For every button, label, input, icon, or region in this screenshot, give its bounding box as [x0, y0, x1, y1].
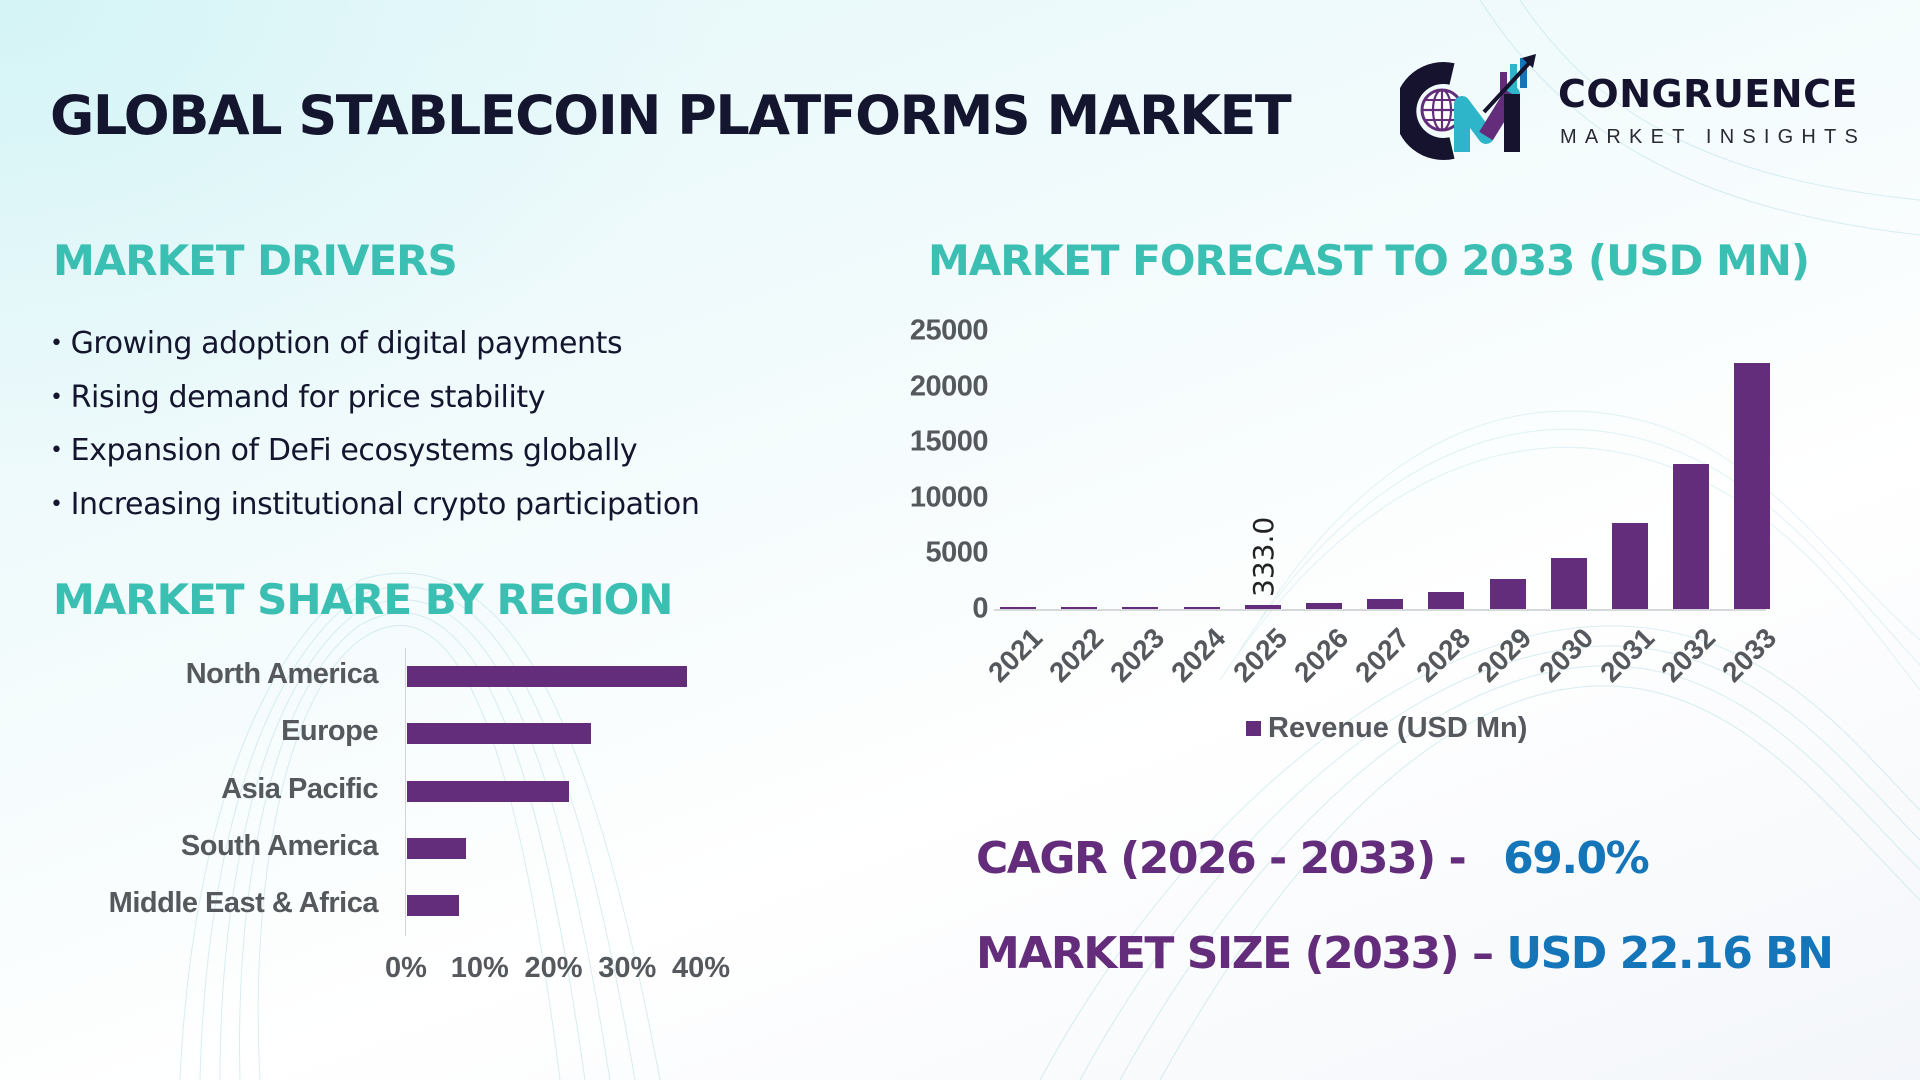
cagr-kpi: CAGR (2026 - 2033) - 69.0% [976, 833, 1650, 884]
forecast-x-tick: 2027 [1349, 622, 1416, 688]
region-label: North America [185, 658, 379, 690]
forecast-y-tick: 25000 [909, 314, 989, 347]
forecast-x-tick: 2025 [1226, 622, 1293, 688]
forecast-bar [1550, 557, 1587, 609]
region-axis-tick: 0% [385, 952, 427, 984]
driver-item: • Expansion of DeFi ecosystems globally [50, 433, 638, 468]
region-bar-row: Middle East & Africa [0, 887, 820, 919]
market-forecast-heading: MARKET FORECAST TO 2033 (USD MN) [928, 236, 1810, 285]
forecast-y-tick: 20000 [909, 370, 989, 403]
forecast-x-tick: 2032 [1655, 622, 1722, 688]
forecast-data-label: 333.0 [1246, 517, 1280, 598]
forecast-bar [1000, 607, 1036, 609]
legend-label: Revenue (USD Mn) [1268, 712, 1528, 744]
bullet-icon: • [50, 438, 63, 463]
forecast-x-tick: 2031 [1593, 622, 1660, 688]
forecast-y-tick: 10000 [909, 481, 989, 514]
region-axis-tick: 30% [598, 952, 657, 984]
region-bar [407, 837, 466, 859]
market-size-label: MARKET SIZE (2033) – [976, 928, 1494, 979]
forecast-x-tick: 2022 [1043, 622, 1110, 688]
forecast-bar [1673, 463, 1710, 609]
forecast-chart-legend: Revenue (USD Mn) [1246, 712, 1527, 745]
region-axis-tick: 10% [450, 952, 509, 984]
region-bar [407, 723, 592, 745]
logo-brand-name: CONGRUENCE [1558, 72, 1858, 116]
forecast-chart-baseline [994, 609, 1766, 611]
bullet-icon: • [50, 491, 63, 517]
logo-subtitle: MARKET INSIGHTS [1560, 126, 1866, 148]
forecast-bar [1122, 607, 1159, 609]
cm-globe-chart-logo-icon [1400, 54, 1536, 160]
forecast-bar [1489, 578, 1526, 609]
region-bar [407, 895, 459, 917]
region-chart-axis-line [405, 648, 406, 936]
region-share-chart: North America Europe Asia Pacific South Ame… [0, 640, 820, 984]
forecast-bar [1306, 602, 1342, 609]
bullet-icon: • [50, 384, 63, 410]
forecast-x-tick: 2029 [1471, 622, 1538, 688]
region-bar-row: North America [0, 658, 820, 690]
forecast-bar [1244, 605, 1281, 609]
company-logo: CONGRUENCE MARKET INSIGHTS [1400, 52, 1870, 162]
forecast-x-tick: 2033 [1716, 622, 1783, 688]
forecast-bar [1183, 606, 1220, 609]
region-bar-row: South America [0, 830, 820, 862]
forecast-x-tick: 2026 [1287, 622, 1354, 688]
region-bar [407, 780, 570, 802]
market-size-kpi: MARKET SIZE (2033) – USD 22.16 BN [976, 928, 1834, 979]
region-label: Europe [281, 715, 378, 748]
region-bar-row: Asia Pacific [0, 773, 820, 805]
page-title: GLOBAL STABLECOIN PLATFORMS MARKET [50, 84, 1292, 147]
forecast-chart: 0 5000 10000 15000 20000 25000 333.0 2021 2022… [910, 300, 1880, 770]
forecast-bar [1061, 607, 1098, 609]
market-share-heading: MARKET SHARE BY REGION [53, 575, 673, 624]
driver-item: • Growing adoption of digital payments [50, 326, 623, 361]
cagr-value: 69.0% [1503, 833, 1650, 884]
driver-item: • Rising demand for price stability [50, 379, 546, 415]
forecast-bar [1367, 598, 1404, 609]
forecast-x-tick: 2023 [1104, 622, 1171, 688]
forecast-x-tick: 2030 [1532, 622, 1599, 688]
forecast-bar [1734, 362, 1771, 609]
forecast-x-tick: 2028 [1410, 622, 1477, 688]
market-size-value: USD 22.16 BN [1506, 928, 1834, 979]
region-axis-tick: 40% [671, 952, 731, 984]
forecast-x-tick: 2024 [1165, 622, 1232, 688]
region-label: South America [180, 829, 379, 862]
forecast-y-tick: 15000 [909, 425, 989, 458]
forecast-bar [1612, 523, 1648, 609]
region-bar [407, 666, 688, 687]
forecast-y-tick: 0 [972, 592, 988, 625]
driver-item: • Increasing institutional crypto partici… [50, 486, 700, 522]
forecast-x-tick: 2021 [981, 622, 1048, 688]
forecast-y-tick: 5000 [925, 536, 988, 569]
region-axis-tick: 20% [524, 952, 583, 984]
cagr-label: CAGR (2026 - 2033) - [976, 833, 1467, 884]
bullet-icon: • [50, 331, 63, 356]
legend-swatch-icon [1246, 721, 1261, 736]
region-bar-row: Europe [0, 715, 820, 747]
forecast-bar [1428, 591, 1465, 609]
region-label: Middle East & Africa [108, 887, 379, 920]
market-drivers-list: • Growing adoption of digital payments • R… [50, 322, 700, 536]
region-label: Asia Pacific [221, 772, 378, 805]
market-drivers-heading: MARKET DRIVERS [53, 236, 458, 285]
